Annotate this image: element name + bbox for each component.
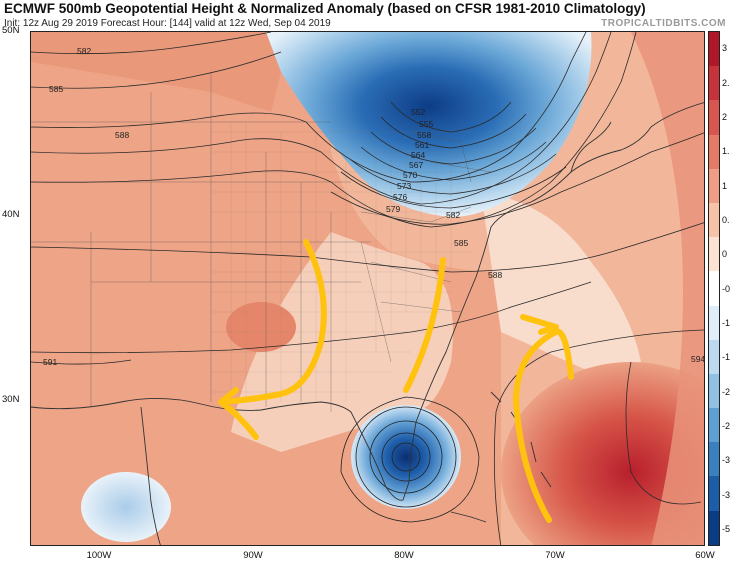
map-panel: 582 585 588 552 555 558 561 564 567 570 … [30,31,705,546]
lat-label: 30N [2,394,20,405]
contour-label: 561 [415,140,429,150]
colorbar-tick-label: -5 [722,523,731,534]
colorbar-tick-label: 0. [722,214,730,225]
colorbar-swatch [709,510,719,545]
contour-label: 576 [393,192,407,202]
contour-label: 594 [691,354,705,364]
annotation-arrows [218,239,574,523]
contour-label: 585 [49,84,63,94]
contour-labels: 582 585 588 552 555 558 561 564 567 570 … [43,46,705,367]
colorbar-swatch [709,32,719,67]
arrow-atlantic-curve [513,328,574,523]
map-subtitle: Init: 12z Aug 29 2019 Forecast Hour: [14… [4,18,331,29]
neutral-southeast [231,232,453,452]
colorbar-tick-label: 1 [722,180,728,191]
contour-label: 588 [488,270,502,280]
storm-contour [340,396,480,523]
map-canvas: 582 585 588 552 555 558 561 564 567 570 … [31,32,705,545]
colorbar-swatch [709,100,719,135]
contour-label: 588 [115,130,129,140]
arrowhead-atlantic [520,314,559,335]
colorbar-tick-label: -3 [722,455,731,466]
lon-label: 90W [243,550,263,561]
contour-label: 573 [397,181,411,191]
contour-label: 570 [403,170,417,180]
colorbar-swatch [709,237,719,272]
colorbar-tick-label: -3 [722,489,731,500]
colorbar-swatch [709,168,719,203]
colorbar-tick-label: -2 [722,420,731,431]
contour-label: 582 [446,210,460,220]
colorbar-tick-label: 2 [722,111,728,122]
colorbar-swatch [709,408,719,443]
colorbar-tick-label: 1. [722,146,730,157]
warm-anomaly-nw [31,32,291,112]
contour-label: 552 [411,107,425,117]
contour-label: 558 [417,130,431,140]
southwest-anomaly [81,472,171,542]
brand-watermark: TROPICALTIDBITS.COM [601,18,726,29]
storm-contour [381,432,431,482]
colorbar-tick-label: -2 [722,386,731,397]
arrow-tail-gulf [218,399,259,440]
colorbar-swatch [709,305,719,340]
arrow-west-curve [218,239,327,405]
colorbar-tick-label: -1 [722,317,731,328]
lon-label: 100W [86,550,112,561]
lat-label: 40N [2,209,20,220]
contour-label: 591 [43,357,57,367]
contour-label: 567 [409,160,423,170]
storm-contour [355,406,457,508]
colorbar-tick-label: -0 [722,283,731,294]
contour-label: 555 [419,119,433,129]
colorbar [708,31,720,546]
contour-label: 585 [454,238,468,248]
colorbar-tick-label: 3 [722,43,728,54]
contour-label: 579 [386,204,400,214]
colorbar-tick-label: -1 [722,352,731,363]
colorbar-swatch [709,66,719,101]
lon-label: 60W [695,550,715,561]
lat-label: 50N [2,25,20,36]
storm-contour [369,420,443,494]
storm-anomaly [351,405,461,509]
atlantic-ridge-anomaly [501,362,704,545]
map-title: ECMWF 500mb Geopotential Height & Normal… [4,1,646,16]
warm-core-south [226,302,296,352]
colorbar-swatch [709,442,719,477]
colorbar-swatch [709,339,719,374]
arrow-coastal-line [403,257,446,393]
coastlines [31,102,704,545]
colorbar-swatch [709,476,719,511]
height-contours [31,32,704,545]
colorbar-tick-label: 0 [722,249,728,260]
storm-contour [391,442,421,472]
lon-label: 70W [545,550,565,561]
colorbar-swatch [709,202,719,238]
warm-anomaly-east [631,32,704,545]
upper-trough-anomaly [266,32,592,217]
colorbar-swatch [709,373,719,409]
contour-label: 564 [411,150,425,160]
colorbar-swatch [709,134,719,169]
colorbar-tick-label: 2. [722,77,730,88]
neutral-offshore [481,192,641,372]
lon-label: 80W [394,550,414,561]
colorbar-swatch [709,271,719,306]
contour-label: 582 [77,46,91,56]
